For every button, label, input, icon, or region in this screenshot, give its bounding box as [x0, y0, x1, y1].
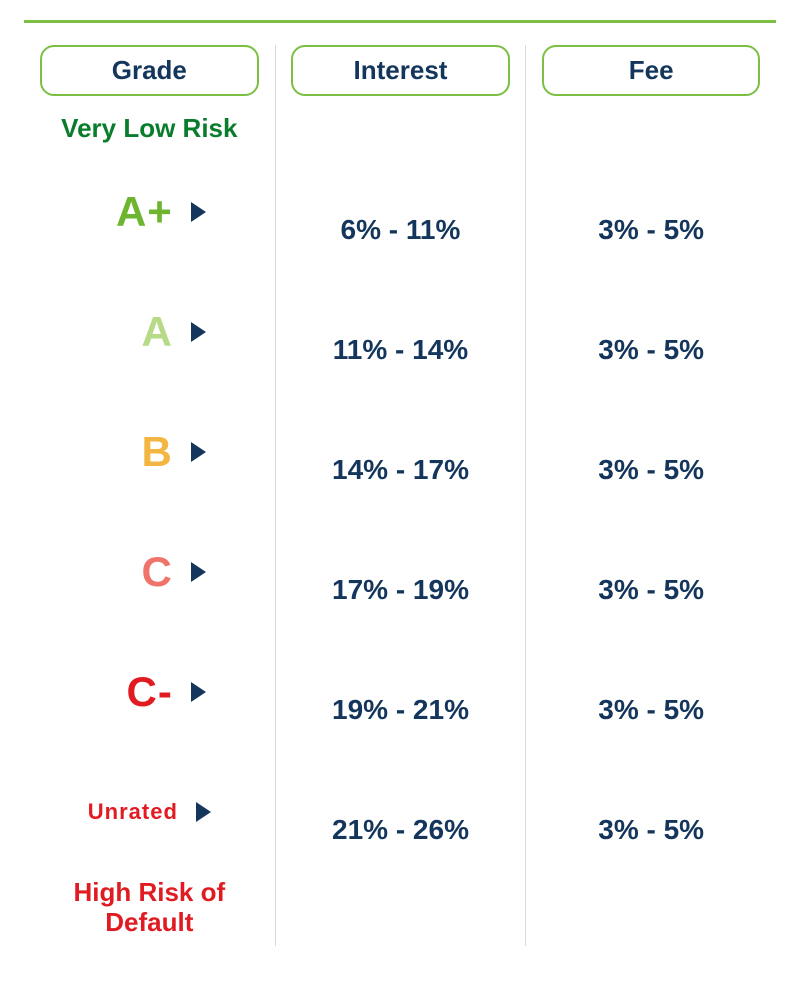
top-divider — [24, 20, 776, 23]
grade-label: A+ — [93, 188, 173, 236]
grade-label: Unrated — [88, 799, 178, 825]
grade-row[interactable]: A+ — [88, 152, 211, 272]
fee-column: Fee 3% - 5%3% - 5%3% - 5%3% - 5%3% - 5%3… — [525, 45, 776, 946]
fee-header: Fee — [542, 45, 761, 96]
grade-column: Grade Very Low Risk A+ A B C C- Unrated High … — [24, 45, 275, 946]
grade-row[interactable]: C- — [88, 632, 211, 752]
fee-value: 3% - 5% — [598, 290, 704, 410]
grade-header: Grade — [40, 45, 260, 96]
expand-icon[interactable] — [191, 682, 206, 702]
expand-icon[interactable] — [191, 202, 206, 222]
spacer — [282, 114, 520, 170]
interest-value: 21% - 26% — [332, 770, 469, 890]
expand-icon[interactable] — [191, 322, 206, 342]
grade-row[interactable]: B — [88, 392, 211, 512]
fee-value: 3% - 5% — [598, 530, 704, 650]
expand-icon[interactable] — [196, 802, 211, 822]
interest-value: 11% - 14% — [332, 290, 469, 410]
high-risk-label: High Risk of Default — [30, 878, 269, 938]
grade-label: C — [93, 548, 173, 596]
expand-icon[interactable] — [191, 442, 206, 462]
fee-value: 3% - 5% — [598, 170, 704, 290]
grade-label: C- — [93, 668, 173, 716]
interest-value: 6% - 11% — [332, 170, 469, 290]
grade-row[interactable]: C — [88, 512, 211, 632]
fee-value: 3% - 5% — [598, 650, 704, 770]
spacer — [532, 114, 770, 170]
fee-value: 3% - 5% — [598, 770, 704, 890]
grade-row[interactable]: Unrated — [88, 752, 211, 872]
interest-value: 14% - 17% — [332, 410, 469, 530]
low-risk-label: Very Low Risk — [61, 114, 237, 144]
grade-label: A — [93, 308, 173, 356]
grade-label: B — [93, 428, 173, 476]
grade-row[interactable]: A — [88, 272, 211, 392]
expand-icon[interactable] — [191, 562, 206, 582]
interest-value: 17% - 19% — [332, 530, 469, 650]
interest-value: 19% - 21% — [332, 650, 469, 770]
interest-column: Interest 6% - 11%11% - 14%14% - 17%17% -… — [275, 45, 526, 946]
interest-header: Interest — [291, 45, 510, 96]
rate-table: Grade Very Low Risk A+ A B C C- Unrated High … — [24, 45, 776, 946]
fee-value: 3% - 5% — [598, 410, 704, 530]
